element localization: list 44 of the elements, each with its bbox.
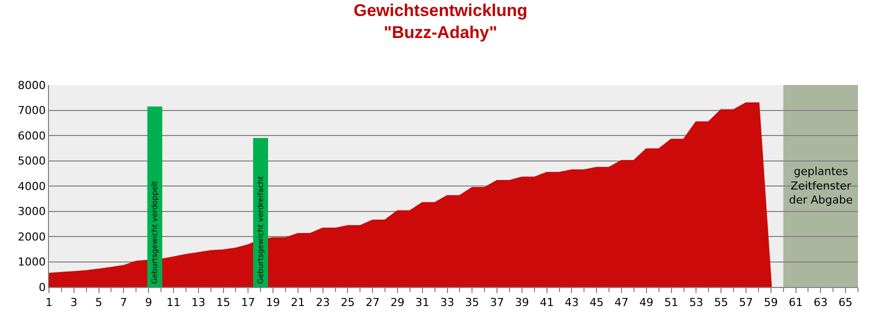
x-tick-label: 49	[639, 296, 654, 310]
y-tick-label: 4000	[18, 180, 46, 193]
x-tick-label: 41	[540, 296, 554, 310]
x-tick-label: 29	[390, 296, 404, 310]
x-tick-label: 53	[689, 296, 704, 310]
x-tick-label: 43	[564, 296, 579, 310]
y-tick-label: 0	[38, 280, 46, 294]
x-tick-label: 35	[465, 296, 480, 310]
x-tick-label: 63	[814, 296, 828, 310]
x-tick-label: 39	[514, 296, 529, 310]
x-tick-label: 65	[838, 296, 853, 310]
x-tick-label: 31	[415, 296, 430, 310]
y-tick-label: 1000	[18, 256, 46, 269]
y-tick-label: 8000	[18, 78, 46, 92]
x-tick-label: 51	[664, 296, 678, 310]
y-tick-label: 3000	[18, 205, 46, 218]
x-tick-label: 59	[764, 296, 778, 310]
x-tick-label: 55	[714, 296, 728, 310]
band-label: geplantes Zeitfenster der Abgabe	[789, 165, 853, 207]
x-tick-label: 15	[216, 296, 230, 310]
x-tick-label: 1	[46, 296, 52, 310]
y-tick-label: 6000	[18, 129, 46, 142]
y-tick-label: 7000	[18, 104, 46, 118]
x-tick-label: 33	[440, 296, 454, 310]
x-tick-label: 7	[120, 296, 128, 310]
chart-title: Gewichtsentwicklung "Buzz-Adahy"	[354, 1, 528, 42]
x-tick-label: 61	[788, 296, 803, 310]
x-tick-label: 9	[145, 296, 152, 310]
x-tick-label: 57	[738, 296, 753, 310]
x-tick-label: 27	[366, 296, 380, 310]
x-tick-label: 23	[316, 296, 330, 310]
x-tick-label: 19	[266, 296, 280, 310]
x-tick-label: 11	[166, 296, 180, 310]
y-tick-label: 5000	[18, 154, 46, 168]
x-tick-label: 25	[340, 296, 355, 310]
x-tick-label: 45	[590, 296, 604, 310]
x-tick-label: 5	[95, 296, 102, 310]
x-tick-label: 37	[490, 296, 504, 310]
y-tick-label: 2000	[18, 230, 46, 244]
x-tick-label: 3	[70, 296, 78, 310]
x-tick-label: 17	[241, 296, 256, 310]
x-tick-label: 21	[290, 296, 305, 310]
x-tick-label: 47	[614, 296, 629, 310]
x-tick-label: 13	[191, 296, 206, 310]
